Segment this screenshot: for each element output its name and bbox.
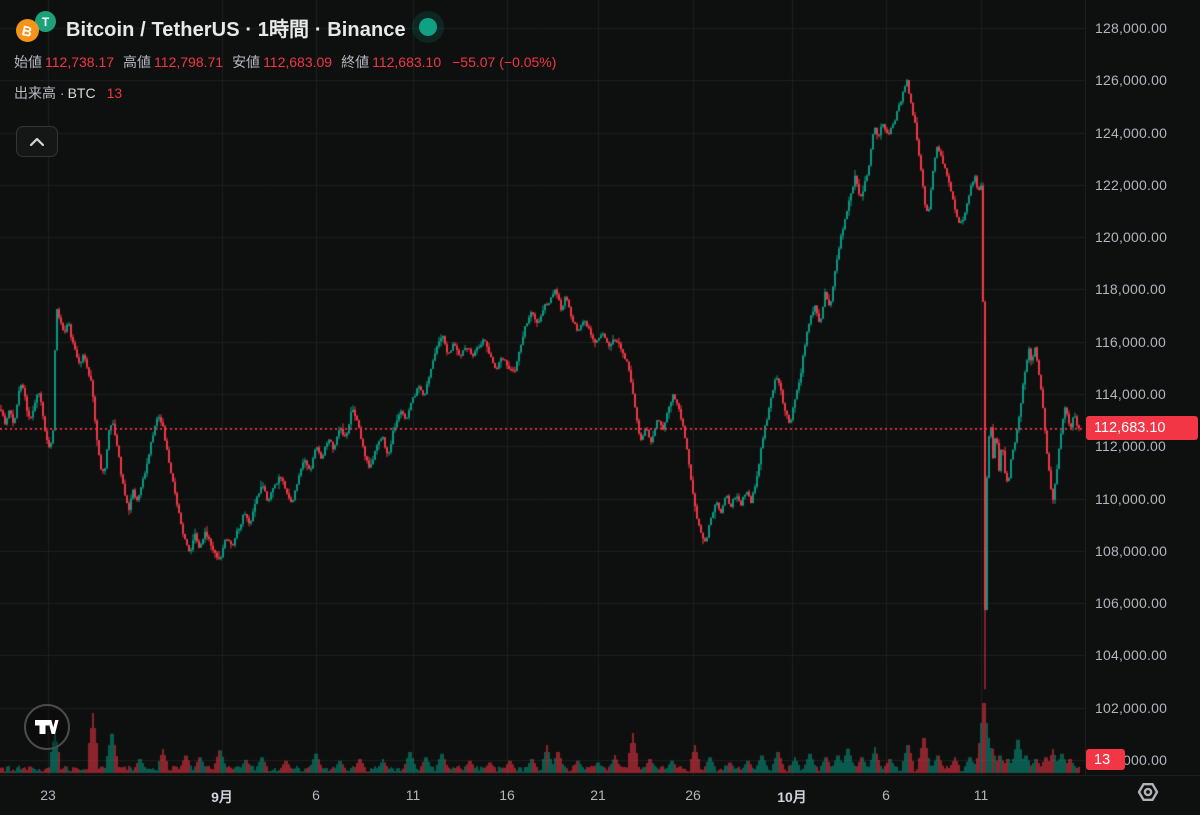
tradingview-logo[interactable]: [23, 703, 71, 751]
time-tick-label: 11: [405, 787, 421, 803]
time-axis[interactable]: 23 9月 6 11 16 21 26 10月 6 11: [0, 775, 1200, 815]
price-tick-label: 108,000.00: [1095, 542, 1168, 559]
price-tick-label: 102,000.00: [1095, 699, 1168, 716]
change-value: −55.07 (−0.05%): [452, 54, 557, 70]
volume-row[interactable]: 出来高 · BTC 13: [14, 84, 565, 102]
tether-icon: T: [35, 11, 56, 32]
candlestick-chart-canvas[interactable]: [0, 0, 1085, 775]
price-tick-label: 112,000.00: [1095, 438, 1167, 455]
price-tick-label: 124,000.00: [1095, 124, 1168, 141]
settings-button[interactable]: [1135, 780, 1161, 804]
price-tick-label: 104,000.00: [1095, 647, 1168, 664]
market-status-dot-icon[interactable]: [418, 18, 437, 36]
price-tick-label: 122,000.00: [1095, 176, 1168, 193]
pair-logo: T B: [14, 10, 60, 44]
volume-value-label: 13: [1086, 749, 1125, 770]
volume-unit: BTC: [67, 85, 96, 101]
open-label: 始値: [14, 54, 42, 70]
time-tick-label: 6: [882, 787, 890, 803]
time-tick-label: 11: [973, 787, 989, 803]
last-price-label: 112,683.10: [1086, 416, 1198, 441]
price-tick-label: 106,000.00: [1095, 595, 1168, 612]
last-price-text: 112,683.10: [1094, 420, 1166, 437]
low-value: 112,683.09: [263, 54, 333, 70]
time-tick-label: 16: [499, 787, 515, 803]
low-label: 安値: [232, 54, 261, 70]
chevron-up-icon: [30, 137, 44, 146]
time-tick-label: 21: [590, 787, 606, 803]
tradingview-logo-icon: [24, 704, 70, 750]
price-tick-label: 114,000.00: [1095, 385, 1167, 402]
high-label: 高値: [123, 54, 152, 70]
time-tick-label: 6: [312, 787, 320, 803]
symbol-title[interactable]: Bitcoin / TetherUS · 1時間 · Binance: [66, 18, 406, 41]
high-value: 112,798.71: [154, 54, 224, 70]
price-tick-label: 116,000.00: [1095, 333, 1167, 350]
close-value: 112,683.10: [372, 54, 442, 70]
price-tick-label: 120,000.00: [1095, 229, 1168, 246]
price-axis[interactable]: 128,000.00 126,000.00 124,000.00 122,000.00…: [1085, 0, 1200, 775]
volume-value-text: 13: [1094, 751, 1111, 768]
time-tick-label: 9月: [211, 789, 233, 805]
collapse-legend-button[interactable]: [16, 126, 58, 157]
volume-label: 出来高 ·: [14, 85, 65, 101]
price-tick-label: 128,000.00: [1095, 20, 1168, 36]
price-tick-label: 126,000.00: [1095, 72, 1168, 89]
bitcoin-icon: B: [16, 19, 39, 42]
chart-legend: T B Bitcoin / TetherUS · 1時間 · Binance 始…: [14, 10, 565, 102]
price-tick-label: 110,000.00: [1095, 490, 1167, 507]
symbol-title-row[interactable]: T B Bitcoin / TetherUS · 1時間 · Binance: [14, 10, 565, 44]
price-tick-label: 118,000.00: [1095, 281, 1167, 298]
close-label: 終値: [341, 54, 370, 70]
gear-icon: [1137, 782, 1159, 801]
volume-value: 13: [106, 85, 123, 101]
open-value: 112,738.17: [45, 54, 115, 70]
time-tick-label: 26: [685, 787, 701, 803]
time-tick-label: 23: [40, 787, 56, 803]
time-tick-label: 10月: [777, 789, 807, 805]
ohlc-row[interactable]: 始値 112,738.17 高値 112,798.71 安値 112,683.0…: [14, 53, 565, 71]
